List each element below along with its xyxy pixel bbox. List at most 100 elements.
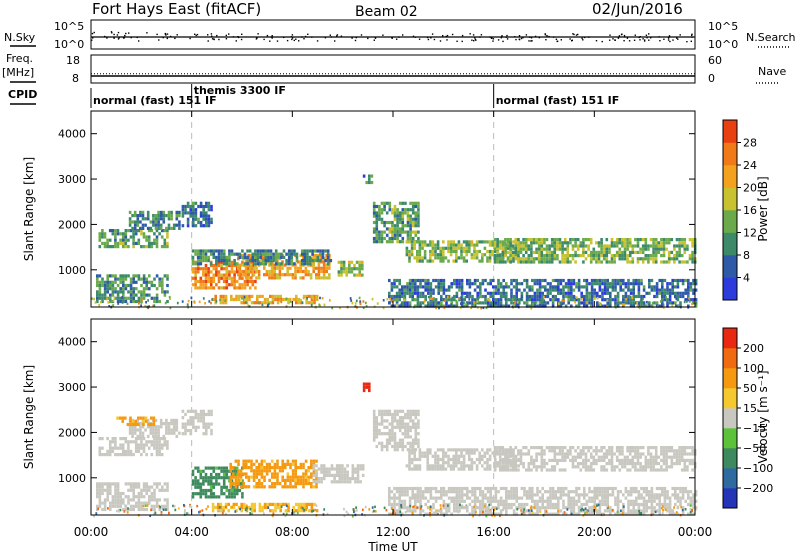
range-cell: [393, 298, 396, 302]
range-cell: [133, 425, 137, 429]
range-cell: [686, 244, 689, 248]
range-cell: [416, 301, 420, 305]
range-cell: [416, 249, 419, 254]
range-cell: [417, 412, 420, 417]
range-cell: [342, 270, 346, 274]
range-cell: [440, 288, 443, 292]
range-cell: [375, 224, 379, 228]
range-cell: [583, 294, 586, 299]
range-cell: [153, 498, 156, 502]
range-cell: [621, 452, 624, 456]
range-cell: [114, 498, 117, 502]
range-cell: [166, 507, 169, 512]
range-cell: [429, 288, 433, 292]
range-cell: [488, 299, 491, 302]
range-cell: [423, 240, 427, 244]
range-cell: [532, 241, 536, 245]
range-cell: [641, 468, 645, 472]
range-cell: [132, 235, 135, 239]
noise-sample: [158, 39, 160, 41]
range-cell: [194, 283, 197, 287]
range-cell: [378, 217, 381, 221]
range-cell: [670, 449, 674, 453]
range-cell: [199, 495, 203, 499]
range-cell: [691, 452, 694, 456]
range-cell: [260, 469, 264, 473]
range-cell: [246, 283, 249, 287]
range-cell: [582, 449, 585, 453]
range-cell: [648, 303, 650, 307]
range-cell: [166, 277, 169, 281]
range-cell: [152, 419, 156, 423]
range-cell: [441, 298, 444, 301]
range-cell: [615, 455, 619, 459]
range-cell: [101, 491, 104, 496]
range-cell: [149, 220, 153, 224]
noise-sample: [668, 35, 671, 37]
range-cell: [274, 252, 278, 256]
range-cell: [293, 249, 296, 253]
noise-sample: [650, 37, 652, 39]
range-cell: [419, 499, 422, 503]
range-cell: [473, 256, 476, 260]
range-cell: [453, 278, 456, 283]
range-cell: [255, 459, 258, 463]
range-cell: [277, 262, 281, 266]
range-cell: [372, 211, 376, 215]
range-cell: [406, 416, 410, 420]
range-cell: [396, 220, 399, 225]
range-cell: [279, 509, 282, 513]
range-cell: [199, 283, 203, 287]
range-cell: [590, 294, 594, 299]
range-cell: [205, 211, 208, 215]
noise-sample: [106, 37, 108, 39]
range-cell: [576, 465, 580, 469]
noise-sample: [569, 38, 571, 40]
noise-sample: [520, 37, 523, 40]
range-cell: [501, 458, 505, 462]
range-cell: [525, 285, 529, 289]
range-cell: [339, 306, 341, 310]
range-cell: [263, 505, 267, 510]
range-cell: [396, 422, 399, 426]
range-cell: [509, 257, 512, 261]
beam-label: Beam 02: [355, 4, 418, 20]
range-cell: [683, 247, 687, 251]
range-cell: [543, 300, 546, 303]
range-cell: [212, 466, 216, 470]
range-cell: [277, 255, 281, 259]
range-cell: [683, 468, 687, 472]
range-cell: [498, 446, 502, 450]
range-cell: [164, 301, 167, 305]
range-cell: [406, 288, 409, 292]
range-cell: [416, 499, 420, 503]
range-cell: [372, 204, 376, 209]
range-cell: [158, 449, 161, 453]
range-cell: [543, 462, 546, 466]
range-cell: [101, 229, 104, 233]
range-cell: [449, 448, 453, 452]
range-cell: [497, 278, 500, 283]
range-cell: [593, 282, 596, 286]
range-cell: [515, 285, 518, 289]
range-cell: [98, 293, 102, 297]
range-cell: [265, 273, 269, 277]
range-cell: [140, 446, 143, 450]
range-cell: [220, 469, 223, 473]
range-cell: [140, 440, 143, 444]
range-cell: [663, 291, 667, 295]
range-cell: [116, 504, 120, 508]
range-cell: [411, 236, 415, 241]
range-cell: [159, 214, 163, 218]
range-cell: [579, 254, 583, 258]
range-cell: [491, 249, 494, 254]
noise-sample: [679, 34, 681, 36]
noise-sample: [620, 33, 623, 36]
range-cell: [245, 459, 248, 463]
range-cell: [196, 286, 200, 290]
range-cell: [675, 244, 679, 248]
range-cell: [494, 285, 498, 289]
range-cell: [207, 224, 211, 228]
range-cell: [140, 296, 143, 300]
range-cell: [406, 224, 410, 228]
